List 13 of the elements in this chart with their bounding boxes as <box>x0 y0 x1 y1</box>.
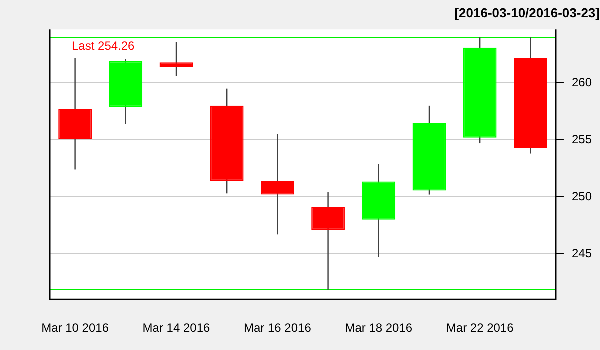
y-tick-label: 250 <box>572 189 592 204</box>
candlestick <box>160 42 194 77</box>
y-tick-label: 255 <box>572 132 592 146</box>
candlestick <box>260 134 294 236</box>
chart-subtitle: [2016-03-10/2016-03-23] <box>454 5 600 20</box>
x-tick-label: Mar 22 2016 <box>446 321 514 336</box>
y-tick-label: 245 <box>572 246 592 260</box>
annotation: Last 254.26 <box>72 38 136 53</box>
x-tick-label: Mar 16 2016 <box>244 321 312 336</box>
y-tick-label: 260 <box>572 75 592 90</box>
x-tick-label: Mar 10 2016 <box>42 321 110 336</box>
x-tick-label: Mar 18 2016 <box>345 321 413 336</box>
x-tick-label: Mar 14 2016 <box>142 321 210 336</box>
